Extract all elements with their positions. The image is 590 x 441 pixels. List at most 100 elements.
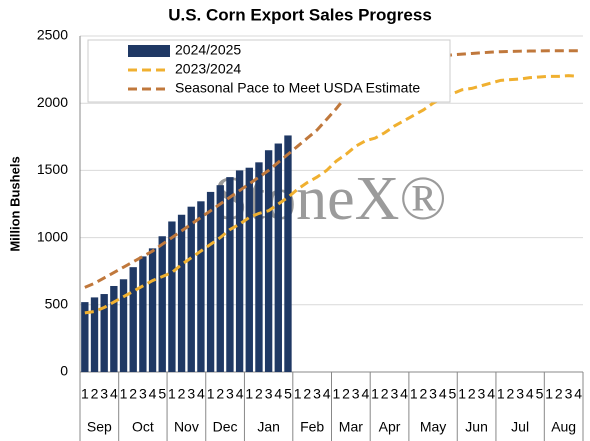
bar <box>90 297 99 372</box>
month-label: Feb <box>300 419 324 435</box>
bar <box>100 294 108 372</box>
month-label: Dec <box>213 419 238 435</box>
month-label: Jan <box>257 419 280 435</box>
x-tick-label: 3 <box>352 386 360 402</box>
x-tick-label: 3 <box>565 386 573 402</box>
legend-label: Seasonal Pace to Meet USDA Estimate <box>175 80 420 96</box>
bar <box>284 135 292 372</box>
x-tick-label: 3 <box>313 386 321 402</box>
x-tick-label: 4 <box>274 386 282 402</box>
y-tick-label: 1500 <box>37 161 68 177</box>
bar <box>197 201 205 372</box>
x-tick-label: 4 <box>236 386 244 402</box>
x-tick-label: 1 <box>458 386 466 402</box>
x-tick-label: 2 <box>178 386 186 402</box>
month-label: Aug <box>551 419 576 435</box>
y-tick-label: 500 <box>45 296 69 312</box>
x-tick-label: 1 <box>497 386 505 402</box>
legend-swatch <box>128 45 170 57</box>
bar <box>177 214 186 372</box>
x-tick-label: 4 <box>361 386 369 402</box>
x-tick-label: 3 <box>187 386 195 402</box>
x-tick-label: 2 <box>419 386 427 402</box>
line <box>84 49 579 289</box>
bar <box>158 236 166 372</box>
x-tick-label: 2 <box>255 386 263 402</box>
x-tick-label: 4 <box>149 386 157 402</box>
y-tick-label: 1000 <box>37 228 68 244</box>
legend-label: 2024/2025 <box>175 42 241 58</box>
x-tick-label: 4 <box>526 386 534 402</box>
x-tick-label: 5 <box>284 386 292 402</box>
bar <box>245 167 253 372</box>
x-tick-label: 2 <box>381 386 389 402</box>
legend-label: 2023/2024 <box>175 61 241 77</box>
x-tick-label: 2 <box>216 386 224 402</box>
y-axis-label: Million Bushels <box>7 156 22 251</box>
x-tick-label: 4 <box>323 386 331 402</box>
x-tick-label: 1 <box>168 386 176 402</box>
x-tick-label: 4 <box>439 386 447 402</box>
x-tick-label: 2 <box>468 386 476 402</box>
x-tick-label: 5 <box>536 386 544 402</box>
y-tick-label: 2500 <box>37 27 68 43</box>
x-tick-label: 4 <box>487 386 495 402</box>
x-tick-label: 2 <box>507 386 515 402</box>
x-tick-label: 3 <box>429 386 437 402</box>
month-label: Sep <box>87 419 112 435</box>
bar <box>119 279 128 372</box>
x-tick-label: 1 <box>545 386 553 402</box>
bar <box>148 248 157 372</box>
bar <box>226 177 234 372</box>
bar <box>187 206 195 372</box>
x-tick-label: 1 <box>371 386 379 402</box>
chart-title: U.S. Corn Export Sales Progress <box>168 5 432 24</box>
x-tick-label: 3 <box>478 386 486 402</box>
month-label: Jul <box>511 419 529 435</box>
x-tick-label: 1 <box>81 386 89 402</box>
x-tick-label: 4 <box>400 386 408 402</box>
x-tick-label: 4 <box>110 386 118 402</box>
bar <box>110 285 118 372</box>
x-tick-label: 4 <box>574 386 582 402</box>
x-tick-label: 1 <box>294 386 302 402</box>
x-tick-label: 4 <box>197 386 205 402</box>
x-tick-label: 1 <box>245 386 253 402</box>
x-tick-label: 3 <box>390 386 398 402</box>
month-label: Apr <box>379 419 401 435</box>
x-tick-label: 3 <box>516 386 524 402</box>
x-tick-label: 3 <box>100 386 108 402</box>
x-tick-label: 5 <box>449 386 457 402</box>
bar <box>274 143 282 372</box>
x-tick-label: 2 <box>342 386 350 402</box>
y-tick-label: 2000 <box>37 94 68 110</box>
bar <box>129 267 137 372</box>
y-tick-label: 0 <box>60 363 68 379</box>
bar <box>235 170 244 372</box>
x-tick-label: 1 <box>410 386 418 402</box>
x-tick-label: 1 <box>332 386 340 402</box>
x-tick-label: 1 <box>207 386 215 402</box>
x-tick-label: 5 <box>158 386 166 402</box>
x-tick-label: 3 <box>139 386 147 402</box>
x-tick-label: 3 <box>265 386 273 402</box>
month-label: Jun <box>465 419 488 435</box>
x-tick-label: 2 <box>303 386 311 402</box>
x-tick-label: 2 <box>91 386 99 402</box>
bar <box>255 162 263 372</box>
month-label: Mar <box>339 419 363 435</box>
line <box>84 74 579 315</box>
bar <box>216 185 224 372</box>
month-label: Oct <box>132 419 154 435</box>
x-tick-label: 1 <box>120 386 128 402</box>
bar <box>206 191 215 372</box>
month-label: Nov <box>174 419 199 435</box>
bar <box>168 221 176 372</box>
bar <box>81 302 89 372</box>
bar <box>139 256 147 372</box>
month-label: May <box>420 419 446 435</box>
x-tick-label: 2 <box>555 386 563 402</box>
x-tick-label: 3 <box>226 386 234 402</box>
